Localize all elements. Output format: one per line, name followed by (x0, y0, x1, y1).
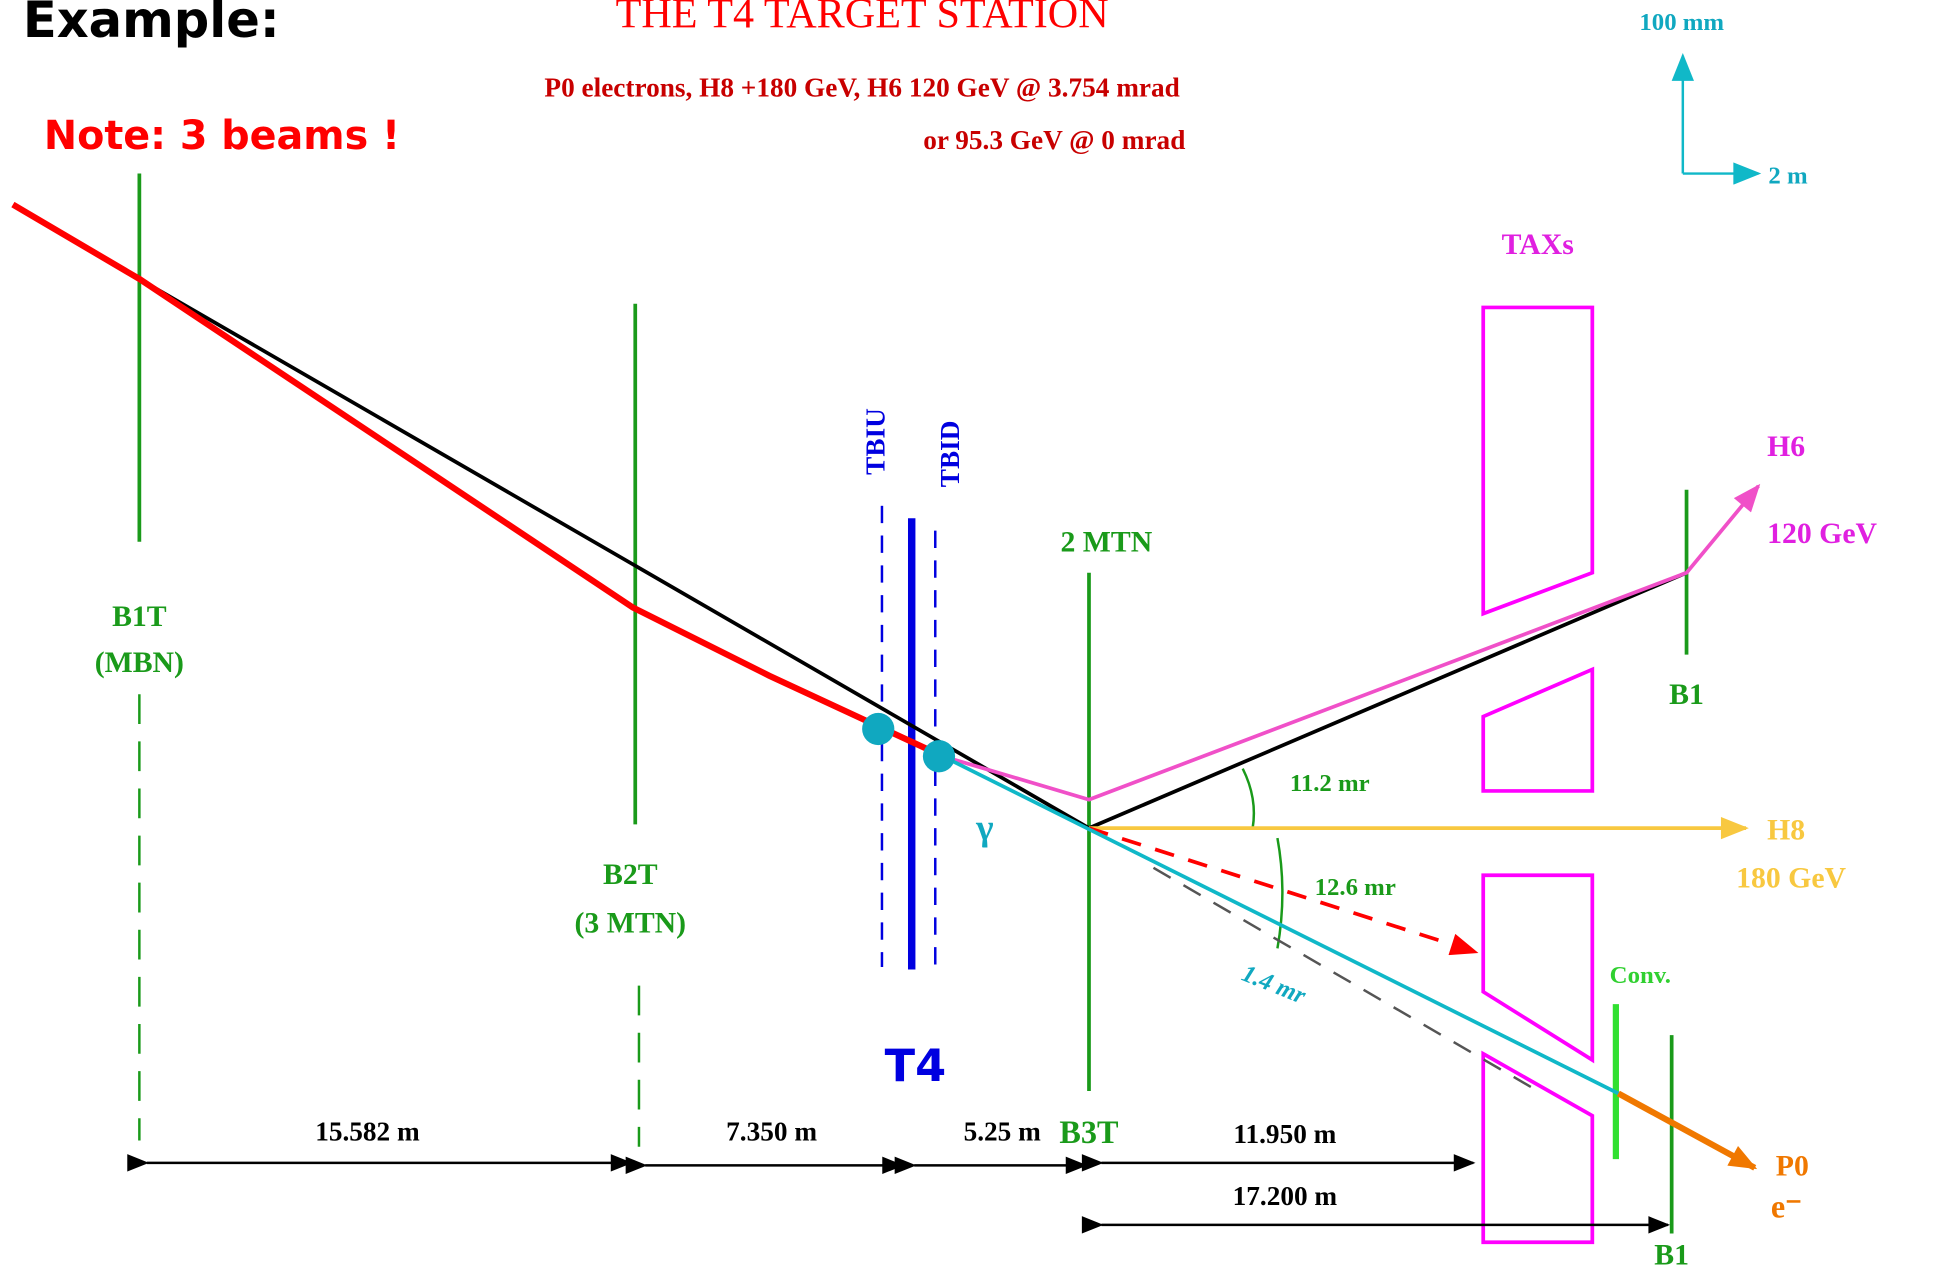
angle-label: 12.6 mr (1315, 874, 1396, 901)
angle-label: 1.4 mr (1238, 960, 1310, 1010)
label: TBID (935, 421, 965, 488)
label: Conv. (1610, 962, 1671, 989)
distance-label: 5.25 m (964, 1117, 1042, 1147)
beam-label: P0 (1776, 1149, 1809, 1182)
title: THE T4 TARGET STATION (616, 0, 1109, 37)
label: TBIU (860, 408, 890, 475)
label: 2 MTN (1060, 526, 1152, 559)
label: γ (975, 807, 993, 848)
beam-label: H8 (1767, 813, 1805, 846)
angle-label: 11.2 mr (1290, 770, 1370, 797)
label: B1 (1654, 1239, 1689, 1267)
distance-label: 17.200 m (1233, 1181, 1338, 1211)
beam-label: 180 GeV (1736, 862, 1846, 895)
distance-label: 11.950 m (1233, 1119, 1336, 1149)
note: Note: 3 beams ! (44, 113, 400, 159)
label: TAXs (1502, 228, 1574, 261)
scale-label: 2 m (1768, 162, 1808, 189)
drawing (11, 52, 1762, 1245)
label: B1T (112, 600, 167, 633)
label: (MBN) (95, 646, 184, 679)
distance-label: 7.350 m (726, 1117, 817, 1147)
label: T4 (885, 1040, 946, 1092)
label: B3T (1059, 1114, 1118, 1150)
subtitle: P0 electrons, H8 +180 GeV, H6 120 GeV @ … (544, 73, 1179, 103)
scale-label: 100 mm (1639, 9, 1724, 36)
beam-label: e⁻ (1771, 1188, 1802, 1224)
beam-label: 120 GeV (1767, 517, 1877, 550)
example: Example: (23, 0, 280, 49)
label: B1 (1669, 678, 1704, 711)
label: B2T (603, 858, 658, 891)
label: (3 MTN) (575, 906, 687, 939)
distance-label: 15.582 m (315, 1117, 420, 1147)
beam-label: H6 (1767, 430, 1805, 463)
subtitle: or 95.3 GeV @ 0 mrad (923, 125, 1185, 155)
labels: Example: THE T4 TARGET STATION P0 electr… (23, 0, 1878, 1267)
